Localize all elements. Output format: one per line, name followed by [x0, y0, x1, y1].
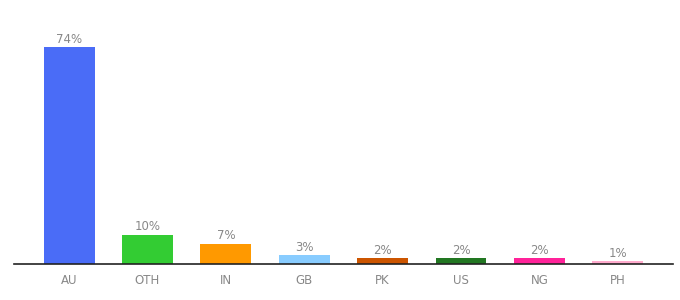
Text: 10%: 10%	[135, 220, 160, 233]
Text: 1%: 1%	[609, 247, 627, 260]
Bar	[357, 258, 408, 264]
Bar	[435, 258, 486, 264]
Text: 3%: 3%	[295, 241, 313, 254]
Text: 2%: 2%	[530, 244, 549, 257]
Text: 2%: 2%	[373, 244, 392, 257]
Bar	[514, 258, 565, 264]
Bar	[592, 261, 643, 264]
Text: 7%: 7%	[216, 229, 235, 242]
Bar	[122, 235, 173, 264]
Text: 74%: 74%	[56, 33, 82, 46]
Bar	[44, 47, 95, 264]
Bar	[201, 244, 252, 264]
Bar	[279, 255, 330, 264]
Text: 2%: 2%	[452, 244, 471, 257]
